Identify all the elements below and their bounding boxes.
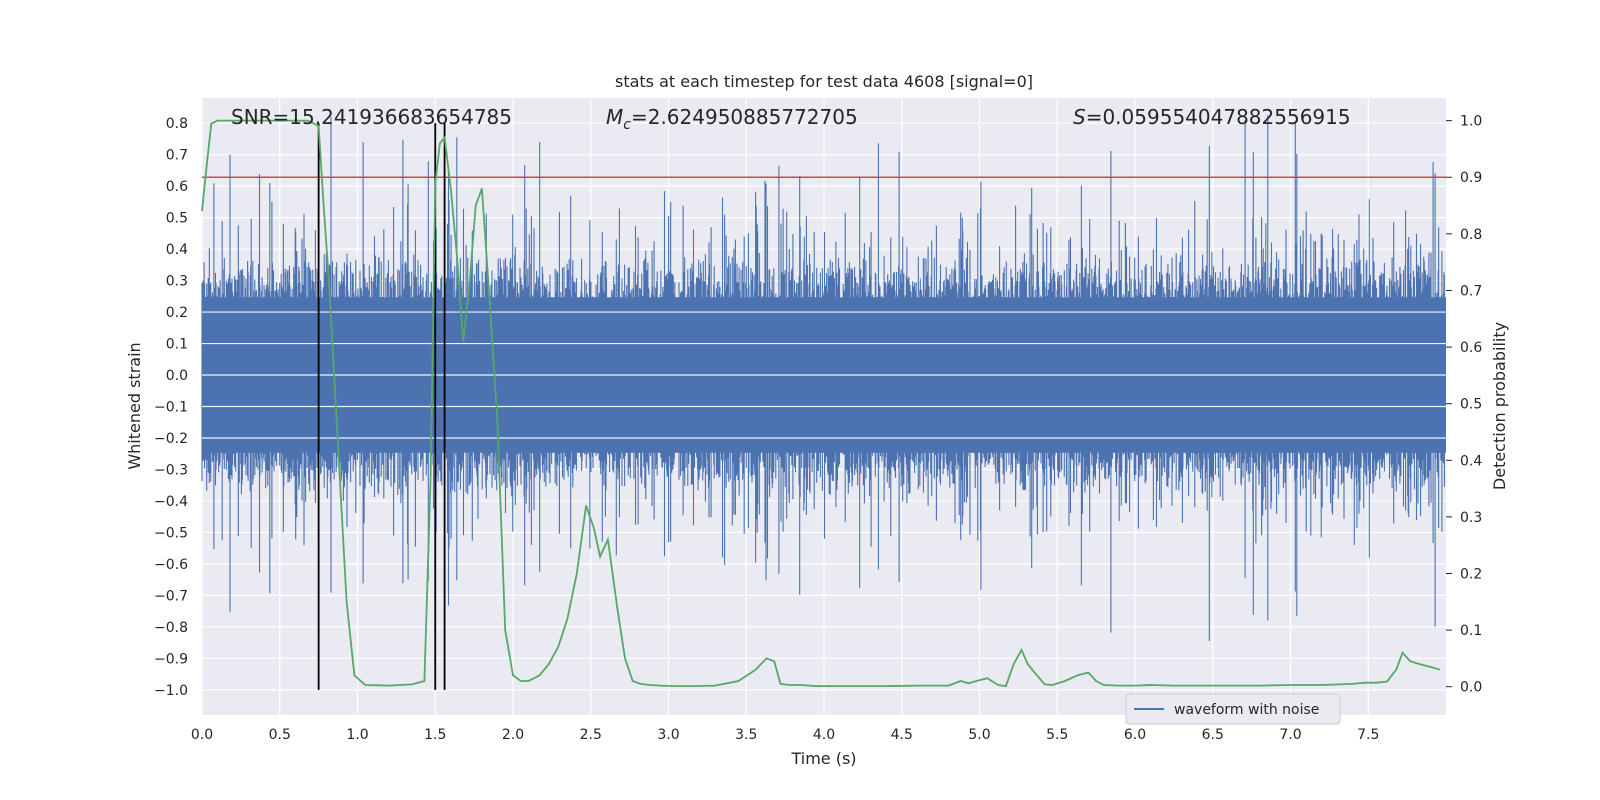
y-right-tick-label: 0.9	[1460, 170, 1482, 186]
x-tick-label: 3.5	[735, 727, 757, 743]
y-left-tick-label: 0.2	[166, 305, 188, 321]
legend: waveform with noise	[1125, 693, 1341, 725]
x-axis-ticks: 0.0 0.5 1.0 1.5 2.0 2.5 3.0 3.5 4.0 4.5 5.0 5.5 6.0 6…	[191, 727, 1380, 743]
y-left-tick-label: −0.5	[154, 525, 188, 541]
x-tick-label: 6.5	[1202, 727, 1224, 743]
chirp-mass-value: =2.624950885772705	[631, 105, 858, 129]
s-symbol: S	[1073, 105, 1086, 129]
chirp-mass-annotation: Mc=2.624950885772705	[606, 105, 858, 133]
y-left-axis-label: Whitened strain	[125, 342, 144, 469]
y-left-tick-label: −0.6	[154, 557, 188, 573]
y-left-tick-label: 0.5	[166, 211, 188, 227]
y-left-tick-label: −0.2	[154, 431, 188, 447]
y-left-tick-label: −0.3	[154, 462, 188, 478]
y-left-tick-label: 0.3	[166, 274, 188, 290]
x-tick-label: 1.5	[424, 727, 446, 743]
y-left-tick-label: 0.7	[166, 148, 188, 164]
y-left-tick-label: −0.1	[154, 400, 188, 416]
chirp-mass-subscript: c	[623, 117, 631, 133]
x-tick-label: 7.5	[1357, 727, 1379, 743]
x-tick-label: 0.0	[191, 727, 213, 743]
x-tick-label: 7.0	[1279, 727, 1301, 743]
y-left-tick-label: −0.7	[154, 588, 188, 604]
chart-title: stats at each timestep for test data 460…	[615, 72, 1033, 91]
y-left-tick-label: 0.6	[166, 179, 188, 195]
x-tick-label: 4.5	[891, 727, 913, 743]
y-left-tick-label: −0.9	[154, 651, 188, 667]
s-annotation: S=0.059554047882556915	[1073, 105, 1351, 129]
x-tick-label: 5.5	[1046, 727, 1068, 743]
y-right-tick-label: 0.7	[1460, 283, 1482, 299]
y-right-tick-label: 0.4	[1460, 453, 1482, 469]
y-right-tick-label: 0.6	[1460, 340, 1482, 356]
y-left-tick-label: 0.8	[166, 116, 188, 132]
s-value: =0.059554047882556915	[1086, 105, 1351, 129]
x-axis-label: Time (s)	[790, 749, 856, 768]
y-right-tick-label: 0.5	[1460, 397, 1482, 413]
y-left-axis-ticks: 0.8 0.7 0.6 0.5 0.4 0.3 0.2 0.1 0.0 −0.1 −0.2 −0.3 −…	[154, 116, 188, 699]
y-left-tick-label: 0.4	[166, 242, 188, 258]
y-left-tick-label: −1.0	[154, 683, 188, 699]
y-right-tick-label: 0.1	[1460, 623, 1482, 639]
y-right-axis-ticks: 1.0 0.9 0.8 0.7 0.6 0.5 0.4 0.3 0.2 0.1 0.0	[1446, 114, 1482, 696]
y-right-tick-label: 1.0	[1460, 114, 1482, 130]
x-tick-label: 6.0	[1124, 727, 1146, 743]
y-left-tick-label: 0.1	[166, 337, 188, 353]
waveform-series	[201, 115, 1446, 641]
y-right-tick-label: 0.2	[1460, 566, 1482, 582]
y-right-tick-label: 0.0	[1460, 680, 1482, 696]
x-tick-label: 2.0	[502, 727, 524, 743]
x-tick-label: 3.0	[657, 727, 679, 743]
chirp-mass-symbol: M	[606, 105, 623, 129]
y-right-tick-label: 0.8	[1460, 227, 1482, 243]
legend-box	[1125, 693, 1341, 725]
x-tick-label: 1.0	[346, 727, 368, 743]
x-tick-label: 5.0	[968, 727, 990, 743]
x-tick-label: 0.5	[269, 727, 291, 743]
y-right-tick-label: 0.3	[1460, 510, 1482, 526]
detection-probability-line	[201, 119, 1441, 688]
legend-label: waveform with noise	[1174, 702, 1319, 718]
y-right-axis-label: Detection probability	[1490, 322, 1509, 490]
y-left-tick-label: 0.0	[166, 368, 188, 384]
x-tick-label: 4.0	[813, 727, 835, 743]
x-tick-label: 2.5	[580, 727, 602, 743]
snr-annotation: SNR=15.241936683654785	[231, 105, 512, 129]
y-left-tick-label: −0.4	[154, 494, 188, 510]
y-left-tick-label: −0.8	[154, 620, 188, 636]
